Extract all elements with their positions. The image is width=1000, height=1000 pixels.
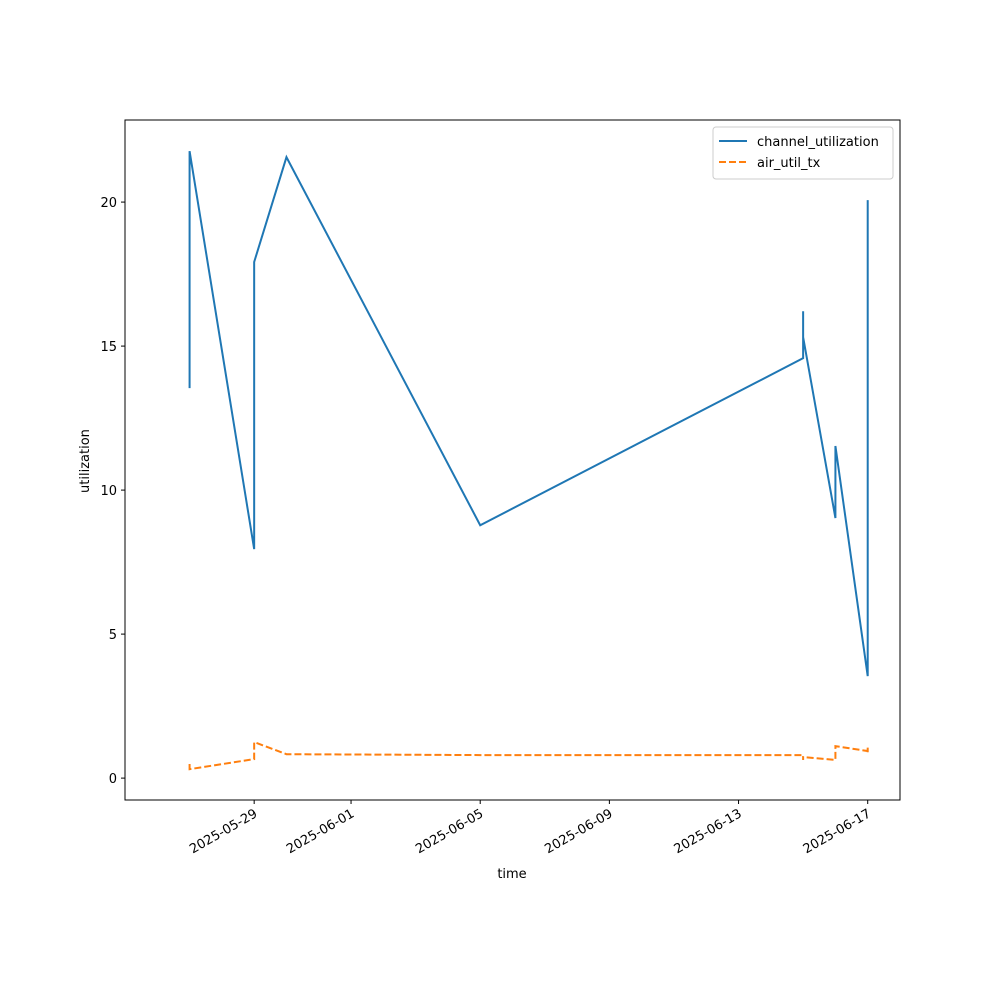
y-tick-label: 5 bbox=[109, 628, 117, 643]
legend-box bbox=[712, 126, 894, 180]
y-tick-label: 0 bbox=[109, 772, 117, 787]
data-line bbox=[188, 150, 869, 677]
x-axis-label: time bbox=[497, 867, 526, 882]
legend-label: air_util_tx bbox=[757, 156, 821, 171]
legend-label: channel_utilization bbox=[757, 135, 879, 150]
y-axis-label: utilization bbox=[78, 429, 93, 493]
data-line bbox=[188, 740, 869, 771]
y-tick-label: 20 bbox=[100, 196, 117, 211]
plot-frame bbox=[124, 119, 901, 801]
y-tick-label: 10 bbox=[100, 484, 117, 499]
y-tick-label: 15 bbox=[100, 340, 117, 355]
